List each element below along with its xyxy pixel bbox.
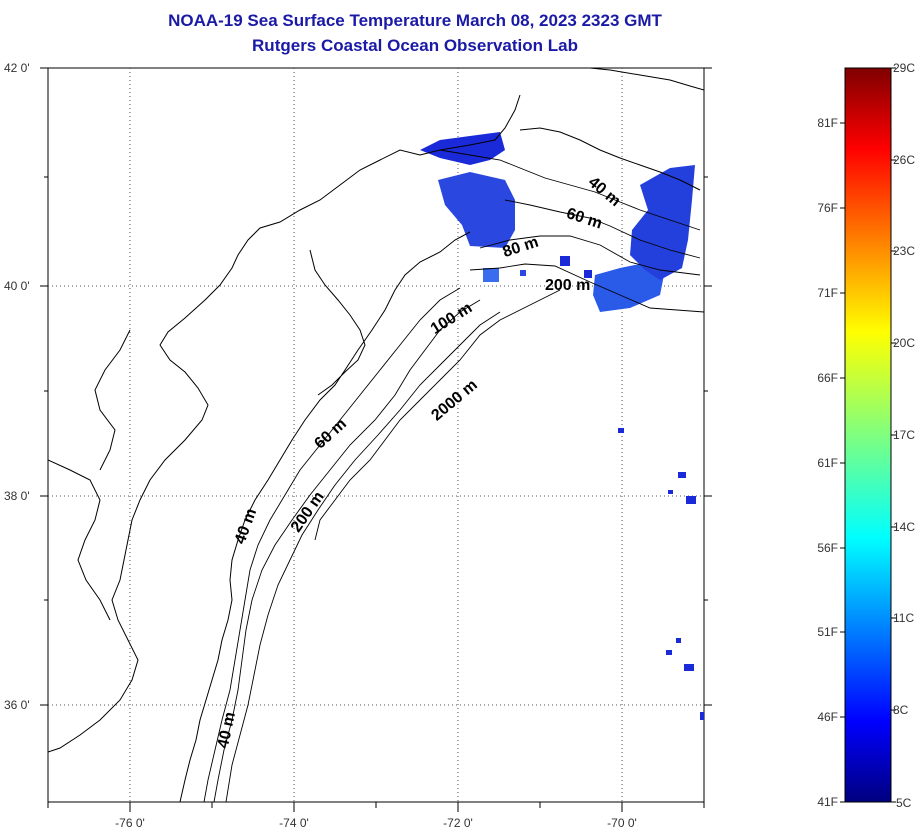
colorbar-fahrenheit-label: 61F: [817, 456, 838, 470]
lon-label: -70 0': [607, 816, 637, 830]
colorbar-celsius-label: 23C: [893, 244, 915, 258]
graticule: [48, 68, 704, 802]
lat-label: 40 0': [4, 279, 30, 293]
colorbar-fahrenheit-label: 56F: [817, 541, 838, 555]
colorbar-celsius-label: 14C: [893, 520, 915, 534]
axis-ticks: [40, 67, 712, 812]
depth-label: 200 m: [545, 277, 590, 294]
lon-label: -76 0': [115, 816, 145, 830]
colorbar-celsius-label: 8C: [893, 703, 909, 717]
coastline: [48, 68, 704, 802]
colorbar-fahrenheit-label: 51F: [817, 625, 838, 639]
colorbar: 29C 26C 23C 20C 17C 14C 11C 8C 5C 81F 76…: [817, 61, 915, 810]
colorbar-fahrenheit-label: 66F: [817, 371, 838, 385]
lon-label: -74 0': [279, 816, 309, 830]
map-title: NOAA-19 Sea Surface Temperature March 08…: [168, 11, 662, 30]
colorbar-celsius-label: 5C: [896, 796, 912, 810]
lat-label: 36 0': [4, 698, 30, 712]
colorbar-fahrenheit-label: 46F: [817, 710, 838, 724]
colorbar-fahrenheit-label: 81F: [817, 116, 838, 130]
colorbar-celsius-label: 17C: [893, 428, 915, 442]
colorbar-fahrenheit-label: 71F: [817, 286, 838, 300]
lon-label: -72 0': [443, 816, 473, 830]
colorbar-celsius-label: 20C: [893, 336, 915, 350]
lat-label: 38 0': [4, 489, 30, 503]
depth-contours: [203, 149, 704, 802]
lat-label: 42 0': [4, 61, 30, 75]
sst-coverage: [420, 132, 704, 720]
colorbar-celsius-label: 26C: [893, 153, 915, 167]
colorbar-fahrenheit-label: 76F: [817, 201, 838, 215]
colorbar-celsius-label: 29C: [893, 61, 915, 75]
map-subtitle: Rutgers Coastal Ocean Observation Lab: [252, 36, 578, 55]
map-frame: [47, 67, 705, 803]
colorbar-fahrenheit-label: 41F: [817, 795, 838, 809]
colorbar-celsius-label: 11C: [893, 611, 914, 625]
colorbar-scale: [844, 67, 892, 803]
